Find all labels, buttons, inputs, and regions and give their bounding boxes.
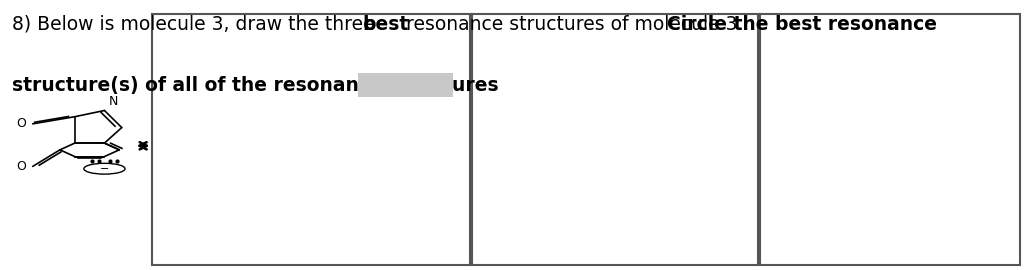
Text: O: O xyxy=(16,160,27,173)
Text: N: N xyxy=(108,95,118,108)
Text: structure(s) of all of the resonance structures: structure(s) of all of the resonance str… xyxy=(12,76,499,94)
Text: −: − xyxy=(100,164,109,174)
Text: O: O xyxy=(16,117,27,130)
Text: 8) Below is molecule 3, draw the three: 8) Below is molecule 3, draw the three xyxy=(12,15,381,34)
Text: Circle the best resonance: Circle the best resonance xyxy=(667,15,937,34)
Text: resonance structures of molecule 3.: resonance structures of molecule 3. xyxy=(400,15,749,34)
Text: best: best xyxy=(363,15,409,34)
